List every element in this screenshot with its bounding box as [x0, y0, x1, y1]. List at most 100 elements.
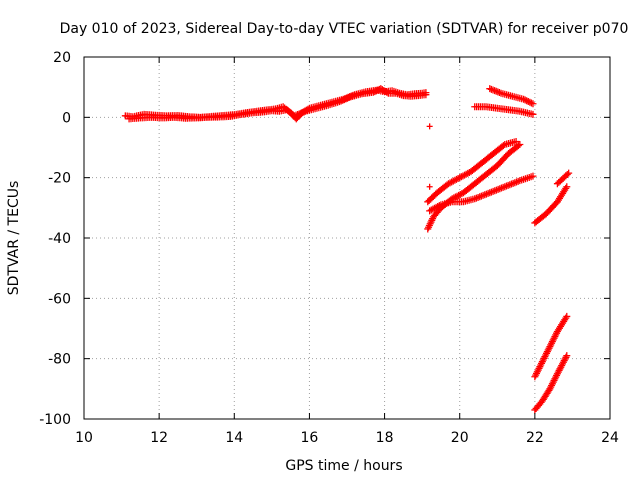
x-tick-label: 24	[601, 430, 619, 446]
ticks: 10 12 14 16 18 20 22 24 -100 -80 -60 -40 -20 0 20	[39, 50, 619, 446]
data-point	[474, 193, 482, 201]
data-point	[340, 96, 348, 104]
series-isolated-b	[426, 183, 433, 190]
x-axis-label: GPS time / hours	[285, 458, 402, 474]
data-point	[511, 179, 519, 187]
data-point	[531, 373, 539, 381]
data-point	[548, 381, 556, 389]
x-tick-label: 16	[301, 430, 319, 446]
data-point	[563, 312, 571, 320]
data-point	[514, 142, 522, 150]
data-point	[509, 179, 517, 187]
data-point	[514, 177, 522, 185]
data-point	[551, 375, 559, 383]
data-point	[372, 87, 380, 95]
data-point	[529, 100, 537, 108]
data-point	[506, 181, 514, 189]
data-point	[549, 378, 557, 386]
series-arc-upper-right-b	[471, 103, 537, 118]
series-arc-mid-b	[424, 140, 524, 233]
data-point	[543, 348, 551, 356]
y-tick-label: 0	[62, 110, 71, 126]
data-point	[549, 336, 557, 344]
data-point	[512, 178, 520, 186]
data-point	[538, 359, 546, 367]
chart-title: Day 010 of 2023, Sidereal Day-to-day VTE…	[60, 21, 629, 37]
data-point	[552, 331, 560, 339]
data-point	[535, 364, 543, 372]
data-point	[520, 95, 528, 103]
data-point	[563, 170, 571, 178]
data-point	[507, 180, 515, 188]
data-point	[524, 97, 532, 105]
data-point	[537, 361, 545, 369]
data-point	[562, 314, 570, 322]
data-point	[529, 172, 537, 180]
data-point	[486, 189, 494, 197]
data-point	[544, 346, 552, 354]
data-point	[383, 88, 391, 96]
series-isolated-a	[426, 123, 433, 130]
data-point	[545, 344, 553, 352]
data-point	[489, 187, 497, 195]
x-tick-label: 20	[451, 430, 469, 446]
data-point	[426, 183, 433, 190]
data-point	[541, 353, 549, 361]
data-point	[543, 349, 551, 357]
y-tick-label: -40	[48, 231, 71, 247]
data-point	[481, 191, 489, 199]
data-point	[533, 369, 541, 377]
series-arc-upper-right	[486, 85, 537, 108]
data-point	[546, 385, 554, 393]
data-points	[121, 85, 573, 414]
data-point	[526, 98, 534, 106]
x-tick-label: 14	[225, 430, 243, 446]
data-point	[540, 354, 548, 362]
data-point	[546, 343, 554, 351]
x-tick-label: 12	[150, 430, 168, 446]
data-point	[342, 95, 350, 103]
y-tick-label: -60	[48, 291, 71, 307]
y-tick-label: -100	[39, 412, 71, 428]
series-arc-right-mid-b	[553, 169, 573, 188]
data-point	[551, 333, 559, 341]
series-arc-mid-a	[424, 137, 520, 206]
x-tick-label: 10	[75, 430, 93, 446]
data-point	[497, 184, 505, 192]
data-point	[371, 88, 379, 96]
data-point	[552, 373, 560, 381]
y-tick-label: 20	[53, 50, 71, 66]
data-point	[562, 184, 570, 192]
data-point	[534, 366, 542, 374]
series-arc-bottom-b	[531, 352, 571, 414]
data-point	[563, 352, 571, 360]
data-point	[550, 334, 558, 342]
data-point	[494, 185, 502, 193]
data-point	[512, 137, 520, 145]
series-arc-right-mid	[531, 183, 571, 227]
data-point	[484, 189, 492, 197]
data-point	[548, 338, 556, 346]
y-tick-label: -20	[48, 171, 71, 187]
data-point	[550, 376, 558, 384]
data-point	[337, 97, 345, 105]
data-point	[422, 91, 430, 99]
data-point	[496, 185, 504, 193]
data-point	[499, 183, 507, 191]
data-point	[547, 383, 555, 391]
data-point	[435, 202, 443, 210]
series-arc-mid-c	[426, 172, 537, 215]
data-point	[563, 183, 571, 191]
data-point	[523, 97, 531, 105]
data-point	[538, 358, 546, 366]
x-tick-label: 22	[526, 430, 544, 446]
data-point	[516, 140, 524, 148]
data-point	[504, 181, 512, 189]
data-point	[521, 96, 529, 104]
data-point	[532, 371, 540, 379]
data-point	[482, 190, 490, 198]
data-point	[527, 99, 535, 107]
data-point	[477, 192, 485, 200]
